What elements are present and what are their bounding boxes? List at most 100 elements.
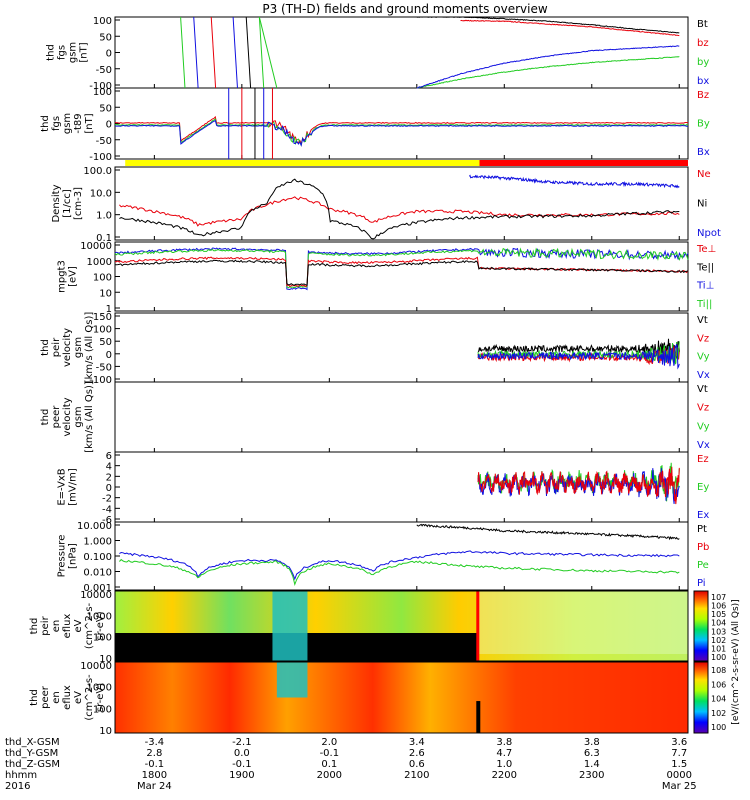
ion-spectrogram-gap	[272, 591, 308, 661]
y-axis-label: fgs	[57, 45, 68, 60]
y-tick-label: 150	[93, 312, 112, 323]
colorbar-tick: 102	[711, 636, 726, 645]
field-spike	[258, 16, 265, 89]
legend-ex: Ex	[697, 510, 709, 521]
x-row-value: 2.8	[146, 748, 162, 759]
field-spike	[245, 16, 252, 89]
y-axis-label: fgs	[51, 116, 62, 131]
y-axis-label: gsm	[73, 337, 84, 358]
y-axis-label: thd	[40, 115, 51, 132]
panel-fgs: thd fgs gsm [nT] 100 50 0 -50 -100 Bt bz by bx	[46, 16, 710, 92]
y-tick-label: 100	[93, 325, 112, 336]
y-axis-label: thd	[40, 409, 51, 426]
electron-spectrogram-gap	[276, 662, 308, 698]
legend-pt: Pt	[697, 524, 707, 535]
y-axis-label: sr-eV)	[95, 683, 106, 712]
colorbar-ion	[693, 590, 709, 662]
x-row-value: 0.0	[234, 748, 250, 759]
x-axis-labels: thd_X-GSM -3.4 -2.1 2.0 3.4 3.8 3.8 3.6 thd_Y-GS…	[5, 737, 697, 792]
y-axis-label: eV	[73, 691, 84, 704]
y-axis-label: peer	[51, 405, 62, 429]
x-row-value: 7.7	[671, 748, 687, 759]
x-row-value: 1900	[229, 770, 254, 781]
y-axis-label: [nT]	[79, 42, 90, 62]
series-t89	[114, 115, 689, 145]
y-tick-label: -4	[102, 504, 112, 515]
y-tick-label: 50	[99, 337, 112, 348]
legend-by: by	[697, 57, 709, 68]
y-axis-label: eflux	[62, 685, 73, 710]
x-date-start: Mar 24	[137, 781, 172, 792]
series-temp	[114, 259, 689, 286]
y-axis-label: [cm-3]	[73, 187, 84, 220]
legend-ey: Ey	[697, 482, 709, 493]
electron-spectrogram-mark	[476, 701, 481, 733]
y-axis-label: Pressure	[57, 535, 68, 578]
x-row-value: 4.7	[496, 748, 512, 759]
y-tick-label: 2	[106, 472, 112, 483]
y-tick-label: 0.1	[96, 233, 112, 244]
y-axis-label: thd	[46, 44, 57, 61]
series-temp	[115, 256, 689, 287]
x-row-value: 1.0	[496, 759, 512, 770]
x-date-end: Mar 25	[662, 781, 697, 792]
x-row-value: 2.6	[409, 748, 425, 759]
colorbar-tick: 105	[711, 610, 726, 619]
y-tick-label: 0.010	[83, 568, 112, 579]
y-tick-label: 0	[106, 350, 112, 361]
legend-pe: Pe	[697, 560, 709, 571]
x-row-value: 2000	[317, 770, 342, 781]
x-row-value: 0.6	[409, 759, 425, 770]
x-row-value: -0.1	[145, 759, 165, 770]
field-spike	[210, 16, 217, 89]
x-row-value: 2.0	[321, 737, 337, 748]
y-tick-label: 10000	[80, 661, 112, 672]
y-axis-label: [1/cc]	[62, 189, 73, 218]
legend-vy: Vy	[697, 421, 710, 432]
y-tick-label: 10	[99, 654, 112, 665]
y-tick-label: 0	[106, 120, 112, 131]
ion-spectrogram-late	[478, 591, 688, 654]
x-row-value: 2200	[492, 770, 517, 781]
legend-ni: Ni	[697, 199, 707, 210]
y-tick-label: -100	[89, 81, 112, 92]
legend-vz: Vz	[697, 403, 709, 414]
y-axis-label: [km/s (All Qs)]	[84, 312, 95, 384]
y-tick-label: 10	[99, 288, 112, 299]
y-tick-label: 100	[93, 273, 112, 284]
y-axis-label: sr-eV)	[95, 611, 106, 640]
y-axis-label: peir	[51, 337, 62, 357]
y-axis-label: eflux	[62, 614, 73, 639]
y-tick-label: 0.100	[83, 552, 112, 563]
y-tick-label: 1000	[87, 683, 112, 694]
y-axis-label: thd	[29, 689, 40, 706]
y-axis-label: Density	[51, 184, 62, 222]
y-tick-label: 100.0	[83, 166, 112, 177]
mode-bar-segment	[125, 160, 480, 166]
legend-bx: Bx	[697, 147, 710, 158]
legend-bt: Bt	[697, 19, 708, 30]
legend-by: By	[697, 119, 710, 130]
y-axis-label: -t89	[73, 113, 84, 133]
y-tick-label: 1.000	[83, 537, 112, 548]
colorbar-label: [eV/(cm^2-s-sr-eV) (All Qs)]	[731, 599, 741, 724]
y-axis-label: [nPa]	[68, 543, 79, 569]
x-row-label: thd_Y-GSM	[5, 748, 58, 759]
x-row-value: -0.1	[320, 748, 340, 759]
colorbar-tick: 104	[711, 695, 726, 704]
series-bz	[460, 19, 680, 37]
y-tick-label: 0	[106, 483, 112, 494]
x-row-value: 2100	[404, 770, 429, 781]
y-axis-label: (cm^2-s-	[84, 602, 95, 649]
series-efield	[477, 466, 680, 505]
series-pt	[416, 523, 680, 541]
y-tick-label: 1	[106, 304, 112, 315]
series-pe	[119, 558, 680, 587]
y-tick-label: 1000	[87, 611, 112, 622]
y-axis-label: velocity	[62, 397, 73, 436]
y-axis-label: en	[51, 691, 62, 704]
field-spike	[180, 16, 186, 89]
y-tick-label: 100	[93, 704, 112, 715]
y-axis-label: en	[51, 620, 62, 633]
